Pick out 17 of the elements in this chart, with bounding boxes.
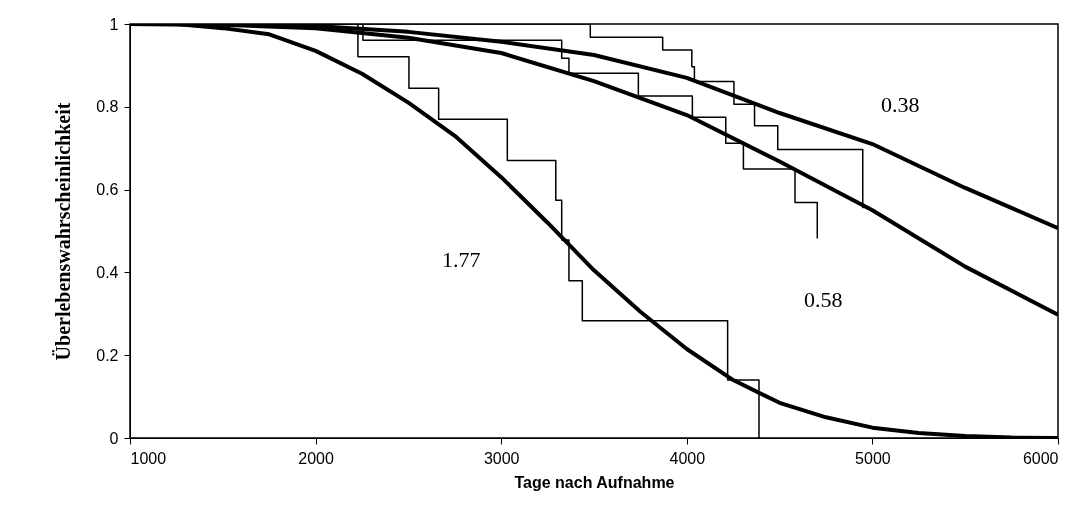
x-tick-label: 3000	[483, 449, 520, 467]
x-tick-label: 4000	[669, 449, 706, 467]
annotation: 0.38	[880, 92, 920, 118]
x-tick-label: 1000	[130, 449, 167, 467]
x-tick-label: 2000	[298, 449, 334, 467]
annotation: 1.77	[442, 246, 481, 272]
y-tick-label: 0.4	[96, 263, 119, 281]
y-tick-label: 0.8	[96, 98, 119, 116]
y-tick-label: 0.2	[96, 346, 119, 364]
x-tick-label: 5000	[855, 449, 891, 467]
annotation: 0.58	[803, 287, 843, 313]
y-tick-label: 1	[109, 15, 119, 33]
x-tick-label: 6000	[1022, 449, 1059, 467]
y-axis-title: Überlebenswahrscheinlichkeit	[52, 102, 75, 361]
x-axis-title: Tage nach Aufnahme	[514, 473, 675, 491]
y-tick-label: 0.6	[96, 181, 119, 199]
y-tick-label: 0	[109, 429, 119, 447]
